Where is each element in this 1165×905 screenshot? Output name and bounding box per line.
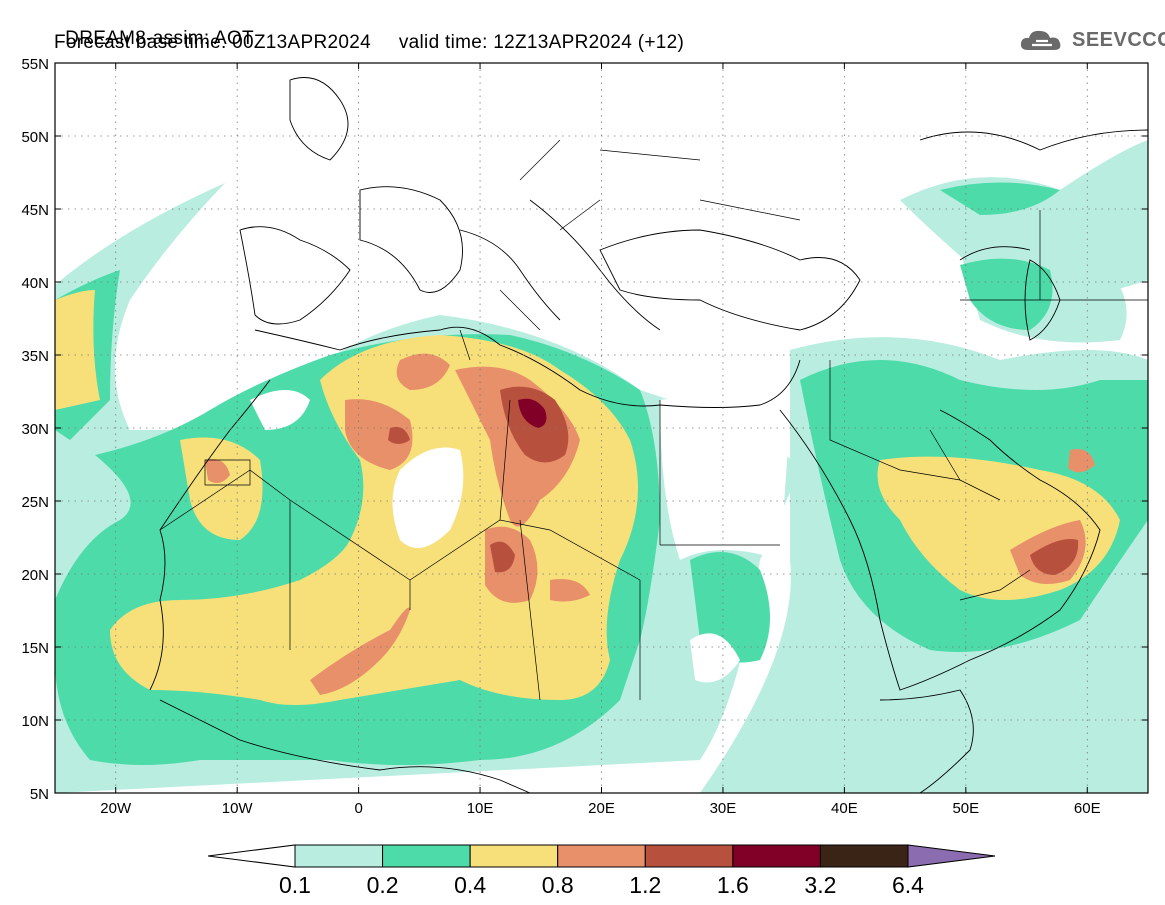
colorbar-min-arrow <box>207 844 296 868</box>
map-gridlines <box>55 63 1148 793</box>
colorbar-swatch <box>557 844 646 868</box>
country-borders <box>159 139 1148 701</box>
lat-label: 45N <box>21 202 49 219</box>
lon-label: 10W <box>222 800 254 817</box>
lat-label: 50N <box>21 129 49 146</box>
lon-label: 40E <box>831 800 858 817</box>
colorbar-label: 0.1 <box>279 872 311 898</box>
lat-label: 35N <box>21 348 49 365</box>
lat-label: 5N <box>30 786 49 803</box>
colorbar-label: 0.4 <box>454 872 486 898</box>
base-time-label: Forecast base time: <box>54 32 227 53</box>
colorbar-max-arrow <box>907 844 996 868</box>
colorbar-label: 0.2 <box>367 872 399 898</box>
logo-text: SEEVCCC <box>1072 28 1165 51</box>
colorbar-label: 1.6 <box>717 872 749 898</box>
colorbar-label: 3.2 <box>804 872 836 898</box>
lon-label: 0 <box>354 800 362 817</box>
colorbar-swatch <box>469 844 559 868</box>
lat-label: 40N <box>21 275 49 292</box>
lat-label: 30N <box>21 421 49 438</box>
aot-field <box>55 140 1148 793</box>
coastlines <box>149 77 1148 793</box>
base-time: 00Z13APR2024 <box>232 32 371 53</box>
lon-label: 20W <box>100 800 132 817</box>
colorbar-swatch <box>819 844 909 868</box>
lon-label: 10E <box>467 800 494 817</box>
lon-label: 60E <box>1074 800 1101 817</box>
seevccc-logo: SEEVCCC <box>1018 26 1165 54</box>
lat-label: 20N <box>21 567 49 584</box>
time-line: Forecast base time: 00Z13APR2024 valid t… <box>54 32 684 54</box>
colorbar-label: 6.4 <box>892 872 924 898</box>
colorbar-label: 1.2 <box>629 872 661 898</box>
axis-labels: 55N 50N 45N 40N 35N 30N 25N 20N 15N 10N 5N 20W 10W 0 1… <box>21 56 1148 817</box>
colorbar: 0.1 0.2 0.4 0.8 1.2 1.6 3.2 6.4 <box>207 844 996 898</box>
colorbar-swatch <box>644 844 734 868</box>
colorbar-swatch <box>294 844 384 868</box>
valid-time: 12Z13APR2024 <box>493 32 633 53</box>
lat-label: 10N <box>21 713 49 730</box>
lat-label: 25N <box>21 494 49 511</box>
lon-label: 30E <box>710 800 737 817</box>
colorbar-swatch <box>732 844 821 868</box>
lon-label: 20E <box>588 800 615 817</box>
cloud-icon <box>1020 30 1061 50</box>
title-text: DREAM8-assim: AOT <box>65 28 254 49</box>
forecast-lead: (+12) <box>637 32 685 53</box>
colorbar-label: 0.8 <box>542 872 574 898</box>
lon-label: 50E <box>952 800 979 817</box>
lat-label: 55N <box>21 56 49 73</box>
valid-time-label: valid time: <box>398 32 488 53</box>
colorbar-swatch <box>382 844 471 868</box>
chart-title: DREAM8-assim: AOT <box>54 6 254 50</box>
lat-label: 15N <box>21 640 49 657</box>
